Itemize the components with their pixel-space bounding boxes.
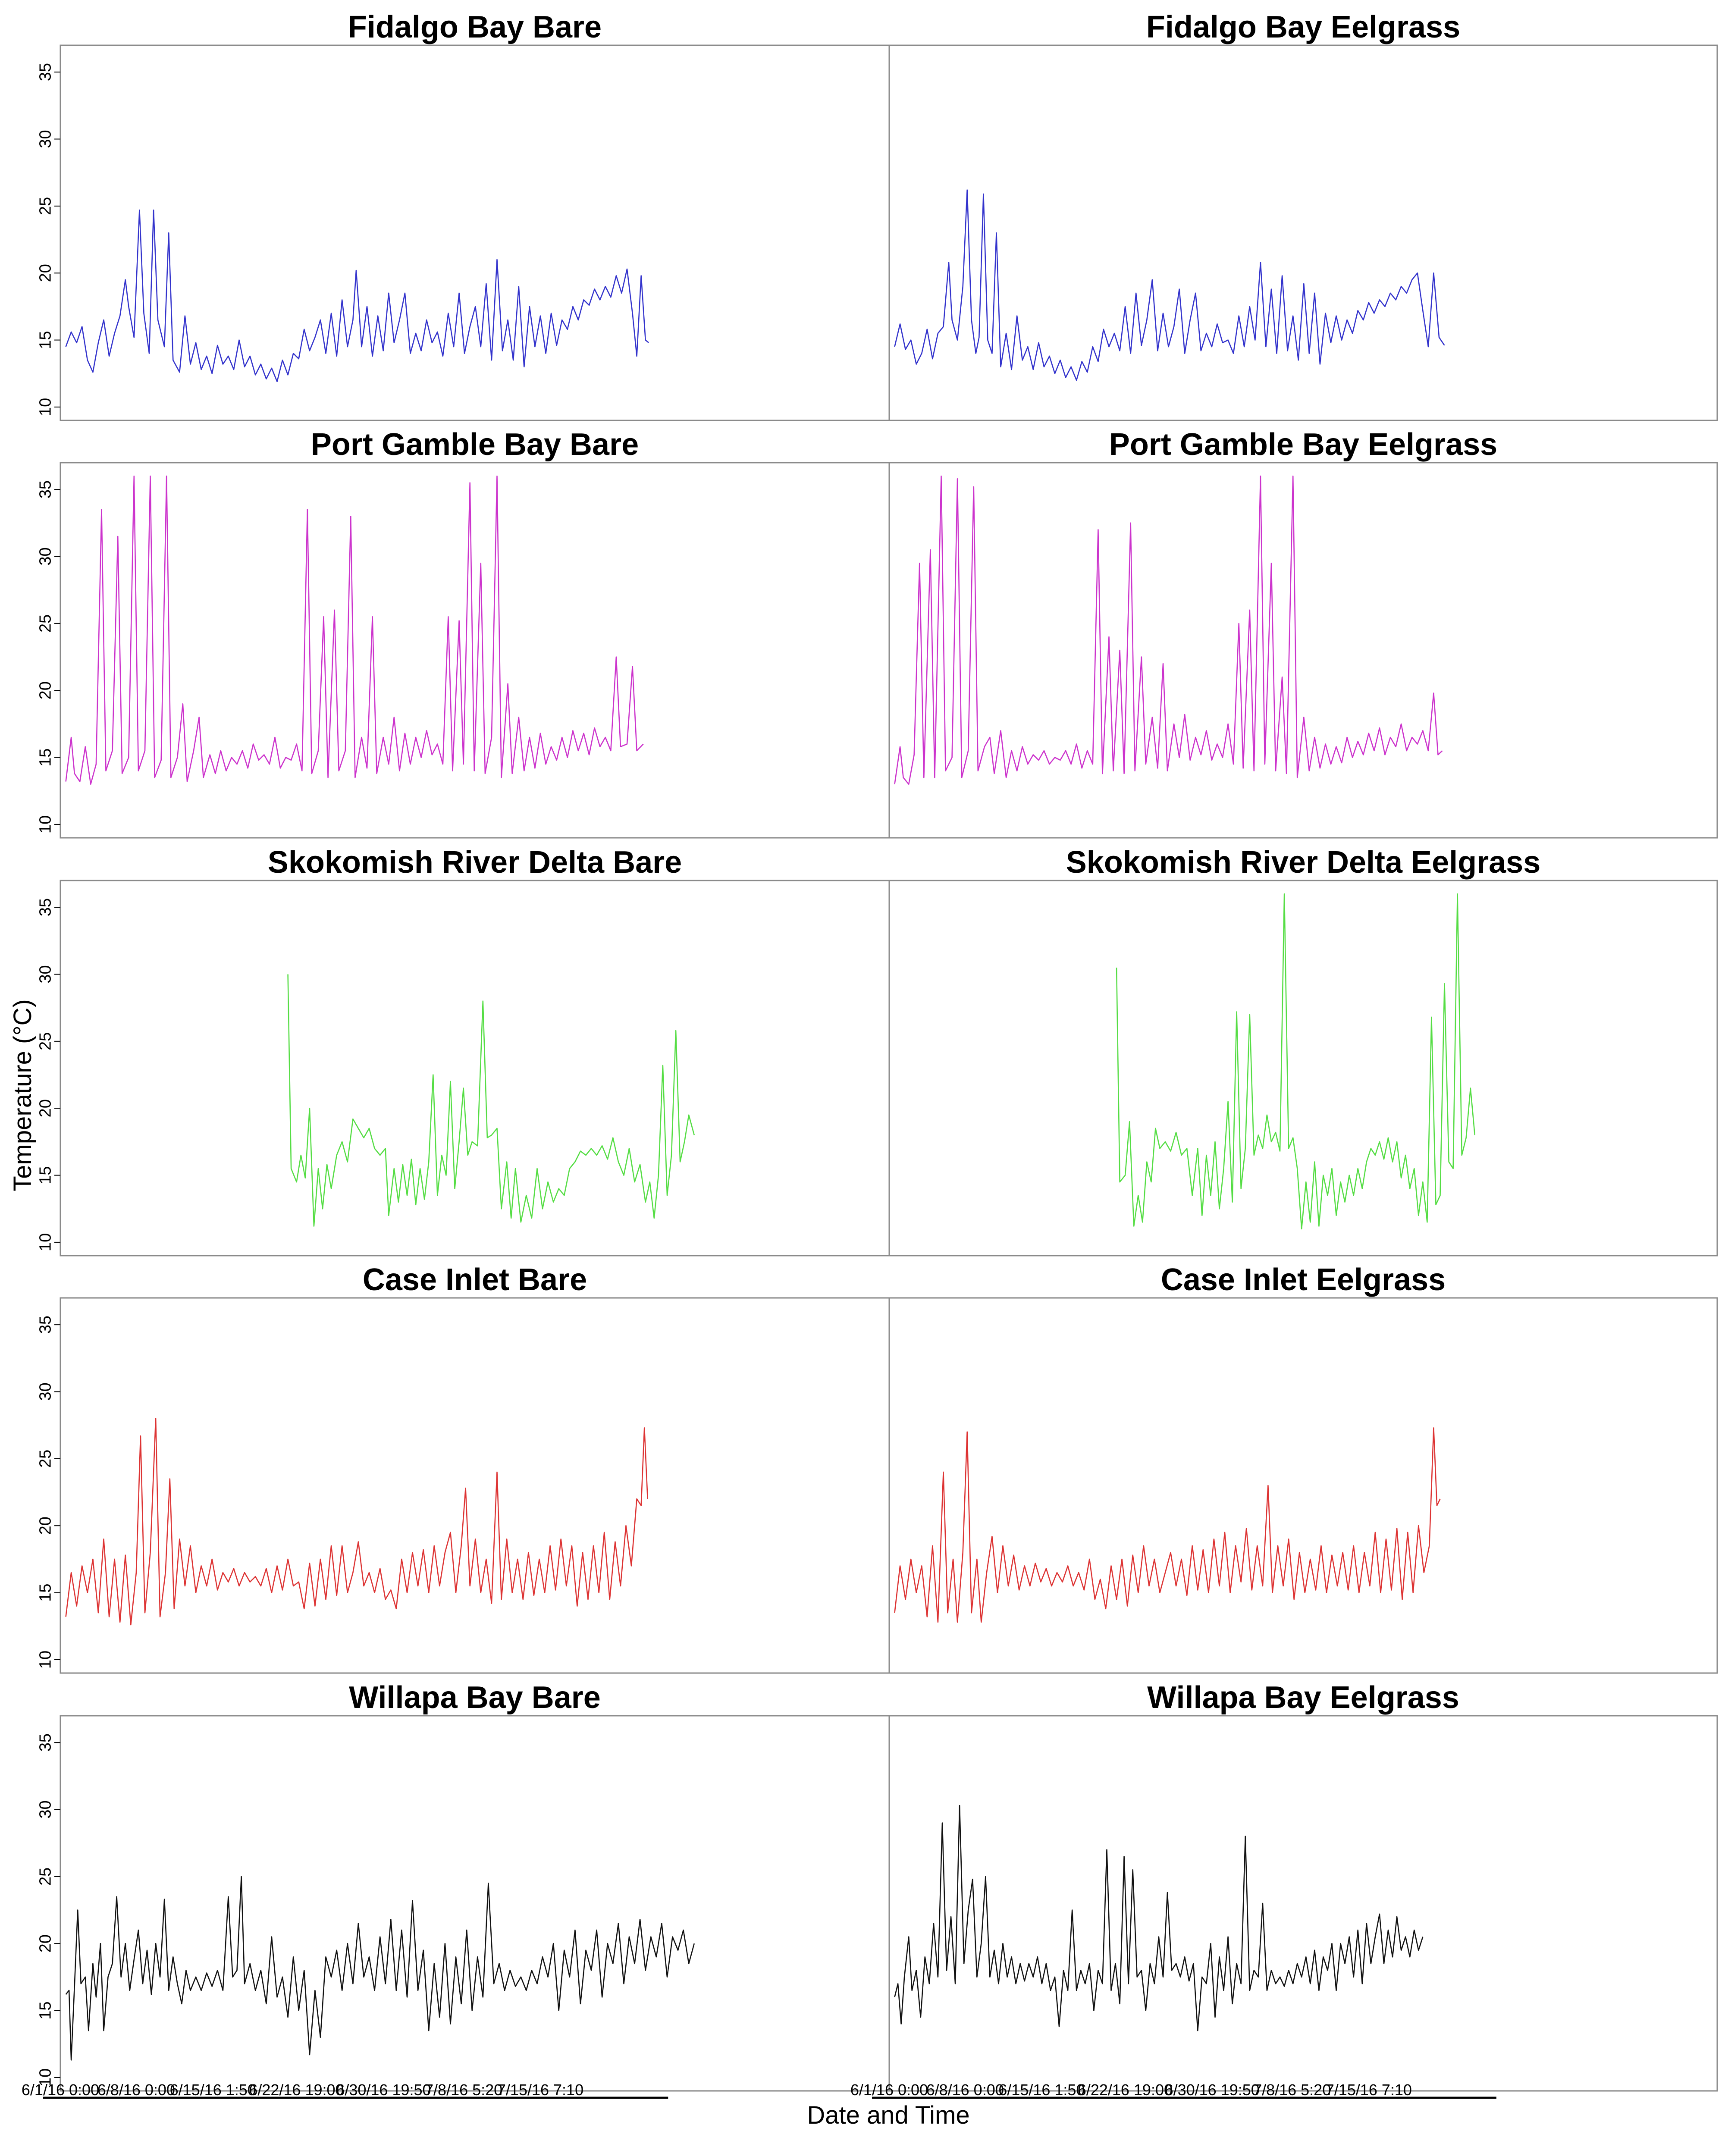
panel-title-willapa-bay-bare: Willapa Bay Bare (349, 1680, 601, 1715)
y-tick-label: 15 (36, 2001, 54, 2019)
panel-frame-willapa-bay-eelgrass (888, 1715, 1718, 2092)
panel-willapa-bay-eelgrass: Willapa Bay Eelgrass (888, 1680, 1718, 2092)
panel-frame-willapa-bay-bare (60, 1715, 890, 2092)
x-tick-label: 7/15/16 7:10 (1326, 2081, 1412, 2099)
panel-title-skokomish-river-delta-eelgrass: Skokomish River Delta Eelgrass (1066, 845, 1541, 880)
panel-title-willapa-bay-eelgrass: Willapa Bay Eelgrass (1147, 1680, 1459, 1715)
x-tick-label: 6/15/16 1:50 (170, 2081, 256, 2099)
x-tick-label: 6/30/16 19:50 (336, 2081, 431, 2099)
panel-willapa-bay-bare: Willapa Bay Bare 10 15 20 25 30 35 (36, 1680, 890, 2092)
y-tick-label: 25 (36, 1032, 54, 1050)
panel-title-skokomish-river-delta-bare: Skokomish River Delta Bare (268, 845, 682, 880)
series-line-port-gamble-bay-bare (65, 475, 644, 785)
y-tick-label: 20 (36, 1099, 54, 1117)
panel-title-case-inlet-bare: Case Inlet Bare (363, 1263, 587, 1297)
y-tick-label: 15 (36, 1583, 54, 1601)
y-tick-label: 10 (36, 815, 54, 834)
y-tick-label: 20 (36, 681, 54, 699)
series-line-willapa-bay-bare (65, 1876, 695, 2061)
panel-fidalgo-bay-eelgrass: Fidalgo Bay Eelgrass (888, 10, 1718, 421)
x-tick-label: 6/15/16 1:50 (998, 2081, 1085, 2099)
y-tick-label: 20 (36, 1517, 54, 1535)
x-tick-label: 6/1/16 0:00 (850, 2081, 928, 2099)
y-axis-title: Temperature (°C) (9, 999, 37, 1191)
series-line-fidalgo-bay-eelgrass (894, 189, 1445, 381)
series-line-fidalgo-bay-bare (65, 209, 649, 382)
panel-frame-skokomish-river-delta-bare (60, 880, 890, 1257)
x-tick-label: 6/22/16 19:00 (249, 2081, 344, 2099)
x-axis-col-1: 6/1/16 0:006/8/16 0:006/15/16 1:506/22/1… (22, 2081, 668, 2099)
y-tick-label: 10 (36, 1651, 54, 1669)
y-tick-label: 25 (36, 197, 54, 215)
panel-case-inlet-bare: Case Inlet Bare 10 15 20 25 30 35 (36, 1263, 890, 1674)
x-axis-col-2: 6/1/16 0:006/8/16 0:006/15/16 1:506/22/1… (850, 2081, 1496, 2099)
y-tick-label: 35 (36, 898, 54, 916)
x-tick-label: 6/8/16 0:00 (926, 2081, 1004, 2099)
y-tick-label: 30 (36, 1800, 54, 1818)
panel-skokomish-river-delta-eelgrass: Skokomish River Delta Eelgrass (888, 845, 1718, 1257)
panel-title-fidalgo-bay-eelgrass: Fidalgo Bay Eelgrass (1146, 10, 1460, 44)
panel-frame-port-gamble-bay-bare (60, 462, 890, 839)
y-tick-label: 35 (36, 63, 54, 81)
y-tick-label: 15 (36, 748, 54, 766)
panel-frame-port-gamble-bay-eelgrass (888, 462, 1718, 839)
series-line-port-gamble-bay-eelgrass (894, 475, 1443, 785)
x-tick-label: 7/15/16 7:10 (497, 2081, 583, 2099)
y-tick-label: 25 (36, 1450, 54, 1468)
panel-fidalgo-bay-bare: Fidalgo Bay Bare 10 15 20 25 30 35 (36, 10, 890, 421)
x-axis-title: Date and Time (807, 2101, 969, 2129)
series-line-case-inlet-eelgrass (894, 1427, 1441, 1623)
panel-title-port-gamble-bay-bare: Port Gamble Bay Bare (311, 427, 639, 462)
panel-title-case-inlet-eelgrass: Case Inlet Eelgrass (1161, 1263, 1446, 1297)
series-line-willapa-bay-eelgrass (894, 1805, 1424, 2031)
y-tick-label: 15 (36, 331, 54, 349)
x-tick-label: 7/8/16 5:20 (425, 2081, 502, 2099)
panel-frame-case-inlet-bare (60, 1297, 890, 1674)
y-tick-label: 25 (36, 1868, 54, 1886)
series-line-case-inlet-bare (65, 1418, 648, 1626)
x-tick-label: 6/1/16 0:00 (22, 2081, 99, 2099)
y-tick-label: 10 (36, 2068, 54, 2087)
panel-frame-fidalgo-bay-eelgrass (888, 44, 1718, 421)
y-tick-label: 10 (36, 398, 54, 416)
y-tick-label: 30 (36, 1382, 54, 1401)
panel-skokomish-river-delta-bare: Skokomish River Delta Bare 10 15 20 25 30 35 (36, 845, 890, 1257)
panel-case-inlet-eelgrass: Case Inlet Eelgrass (888, 1263, 1718, 1674)
x-tick-label: 6/22/16 19:00 (1078, 2081, 1173, 2099)
x-tick-label: 6/8/16 0:00 (97, 2081, 175, 2099)
y-tick-label: 30 (36, 130, 54, 148)
y-tick-label: 30 (36, 965, 54, 983)
panel-title-port-gamble-bay-eelgrass: Port Gamble Bay Eelgrass (1109, 427, 1497, 462)
y-tick-label: 35 (36, 1733, 54, 1752)
y-tick-label: 35 (36, 1316, 54, 1334)
y-tick-label: 20 (36, 264, 54, 282)
series-line-skokomish-river-delta-bare (287, 974, 695, 1227)
panel-frame-skokomish-river-delta-eelgrass (888, 880, 1718, 1257)
y-tick-label: 35 (36, 480, 54, 498)
y-tick-label: 25 (36, 614, 54, 633)
y-tick-label: 20 (36, 1934, 54, 1952)
series-line-skokomish-river-delta-eelgrass (1116, 893, 1476, 1230)
y-tick-label: 15 (36, 1166, 54, 1184)
panel-frame-case-inlet-eelgrass (888, 1297, 1718, 1674)
panel-port-gamble-bay-eelgrass: Port Gamble Bay Eelgrass (888, 427, 1718, 839)
panel-port-gamble-bay-bare: Port Gamble Bay Bare 10 15 20 25 30 35 (36, 427, 890, 839)
panel-frame-fidalgo-bay-bare (60, 44, 890, 421)
panel-title-fidalgo-bay-bare: Fidalgo Bay Bare (348, 10, 602, 44)
y-tick-label: 10 (36, 1233, 54, 1251)
x-tick-label: 7/8/16 5:20 (1253, 2081, 1331, 2099)
x-tick-label: 6/30/16 19:50 (1165, 2081, 1260, 2099)
y-tick-label: 30 (36, 547, 54, 565)
